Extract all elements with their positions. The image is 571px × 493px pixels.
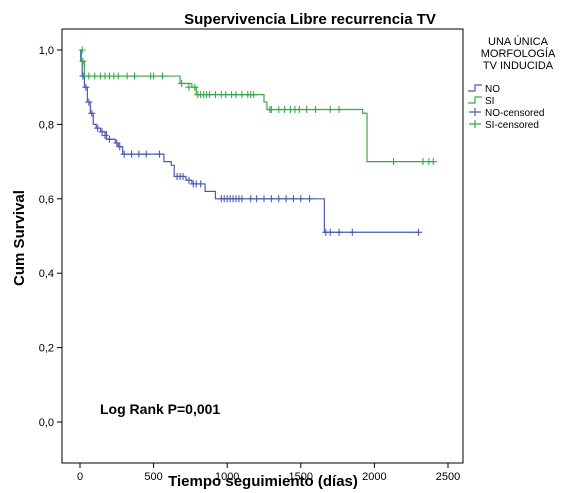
censor-mark-no bbox=[88, 109, 96, 117]
x-tick-label: 1500 bbox=[289, 471, 313, 483]
censor-mark-si bbox=[326, 106, 334, 114]
y-tick-label: 0,4 bbox=[39, 268, 54, 280]
censor-mark-no bbox=[275, 195, 283, 203]
x-tick-label: 2500 bbox=[436, 471, 460, 483]
y-tick-label: 0,2 bbox=[39, 343, 54, 355]
x-tick-label: 500 bbox=[144, 471, 162, 483]
censor-mark-si bbox=[303, 106, 311, 114]
censor-mark-no bbox=[101, 132, 109, 140]
censor-mark-si bbox=[312, 106, 320, 114]
censor-mark-no bbox=[94, 124, 102, 132]
censor-mark-si bbox=[185, 83, 193, 91]
censor-mark-si bbox=[191, 83, 199, 91]
y-tick-label: 0,6 bbox=[39, 194, 54, 206]
censor-mark-si bbox=[130, 72, 138, 80]
x-tick-label: 2000 bbox=[362, 471, 386, 483]
censor-mark-si bbox=[429, 158, 437, 166]
censor-mark-no bbox=[135, 150, 143, 158]
censor-mark-si bbox=[281, 106, 289, 114]
legend-title-line: UNA ÚNICA bbox=[488, 35, 549, 48]
censor-mark-no bbox=[415, 228, 423, 236]
censor-mark-si bbox=[114, 72, 122, 80]
censor-mark-no bbox=[306, 195, 314, 203]
censor-mark-no bbox=[197, 180, 205, 188]
x-tick-label: 1000 bbox=[215, 471, 239, 483]
censor-mark-no bbox=[120, 150, 128, 158]
censor-mark-si bbox=[78, 46, 86, 54]
censor-mark-no bbox=[326, 228, 334, 236]
censor-mark-no bbox=[113, 139, 121, 147]
legend-entry-label: NO bbox=[485, 84, 500, 95]
censor-mark-si bbox=[238, 91, 246, 99]
censor-mark-si bbox=[85, 72, 93, 80]
censor-mark-no bbox=[267, 195, 275, 203]
y-tick-label: 0,0 bbox=[39, 417, 54, 429]
legend-title-line: TV INDUCIDA bbox=[483, 60, 554, 72]
censor-mark-si bbox=[390, 158, 398, 166]
censor-mark-si bbox=[222, 91, 230, 99]
log-rank-annotation: Log Rank P=0,001 bbox=[100, 401, 220, 417]
censor-mark-no bbox=[142, 150, 150, 158]
censor-mark-no bbox=[348, 228, 356, 236]
censor-mark-si bbox=[275, 106, 283, 114]
censor-mark-si bbox=[232, 91, 240, 99]
series-layer bbox=[78, 46, 437, 236]
censor-mark-no bbox=[105, 135, 113, 143]
censor-mark-si bbox=[206, 91, 214, 99]
censor-mark-no bbox=[128, 150, 136, 158]
censor-mark-no bbox=[289, 195, 297, 203]
legend-title-line: MORFOLOGÍA bbox=[481, 47, 556, 60]
censor-mark-no bbox=[247, 195, 255, 203]
censor-mark-no bbox=[297, 195, 305, 203]
censor-mark-si bbox=[123, 72, 131, 80]
x-tick-label: 0 bbox=[77, 471, 83, 483]
censor-mark-no bbox=[253, 195, 261, 203]
x-axis-label: Tiempo seguimiento (días) bbox=[168, 473, 358, 490]
chart-title: Supervivencia Libre recurrencia TV bbox=[184, 11, 436, 28]
legend-entry-label: SI-censored bbox=[485, 120, 539, 131]
censor-mark-si bbox=[335, 106, 343, 114]
censor-mark-si bbox=[79, 57, 87, 65]
censor-mark-si bbox=[250, 91, 258, 99]
legend-swatch-line bbox=[468, 96, 482, 104]
censor-mark-si bbox=[295, 106, 303, 114]
series-line-si bbox=[80, 49, 437, 163]
censor-mark-si bbox=[150, 72, 158, 80]
censor-mark-no bbox=[116, 143, 124, 151]
censor-mark-si bbox=[267, 106, 275, 114]
censor-mark-no bbox=[260, 195, 268, 203]
censor-mark-no bbox=[179, 172, 187, 180]
censor-mark-no bbox=[85, 98, 93, 106]
legend-entry-label: SI bbox=[485, 96, 494, 107]
legend-entry-label: NO-censored bbox=[485, 108, 544, 119]
legend-swatch-line bbox=[468, 84, 482, 92]
censor-mark-si bbox=[211, 91, 219, 99]
legend-swatch-censor bbox=[469, 108, 481, 116]
censor-mark-si bbox=[158, 72, 166, 80]
legend-swatch-censor bbox=[469, 120, 481, 128]
plot-frame bbox=[61, 28, 464, 464]
censor-mark-si bbox=[419, 158, 427, 166]
censor-mark-no bbox=[282, 195, 290, 203]
censor-mark-no bbox=[155, 150, 163, 158]
censor-mark-no bbox=[335, 228, 343, 236]
censor-mark-si bbox=[178, 79, 186, 87]
censor-mark-no bbox=[98, 128, 106, 136]
y-tick-label: 0,8 bbox=[39, 119, 54, 131]
y-axis: 0,0 0,2 0,4 0,6 0,8 1,0 bbox=[39, 45, 62, 429]
censor-mark-si bbox=[91, 72, 99, 80]
y-axis-label: Cum Survival bbox=[11, 190, 28, 286]
censor-mark-no bbox=[185, 176, 193, 184]
censor-mark-no bbox=[238, 195, 246, 203]
y-tick-label: 1,0 bbox=[39, 45, 54, 57]
censor-mark-no bbox=[82, 83, 90, 91]
x-axis: 0 500 1000 1500 2000 2500 bbox=[77, 463, 460, 483]
